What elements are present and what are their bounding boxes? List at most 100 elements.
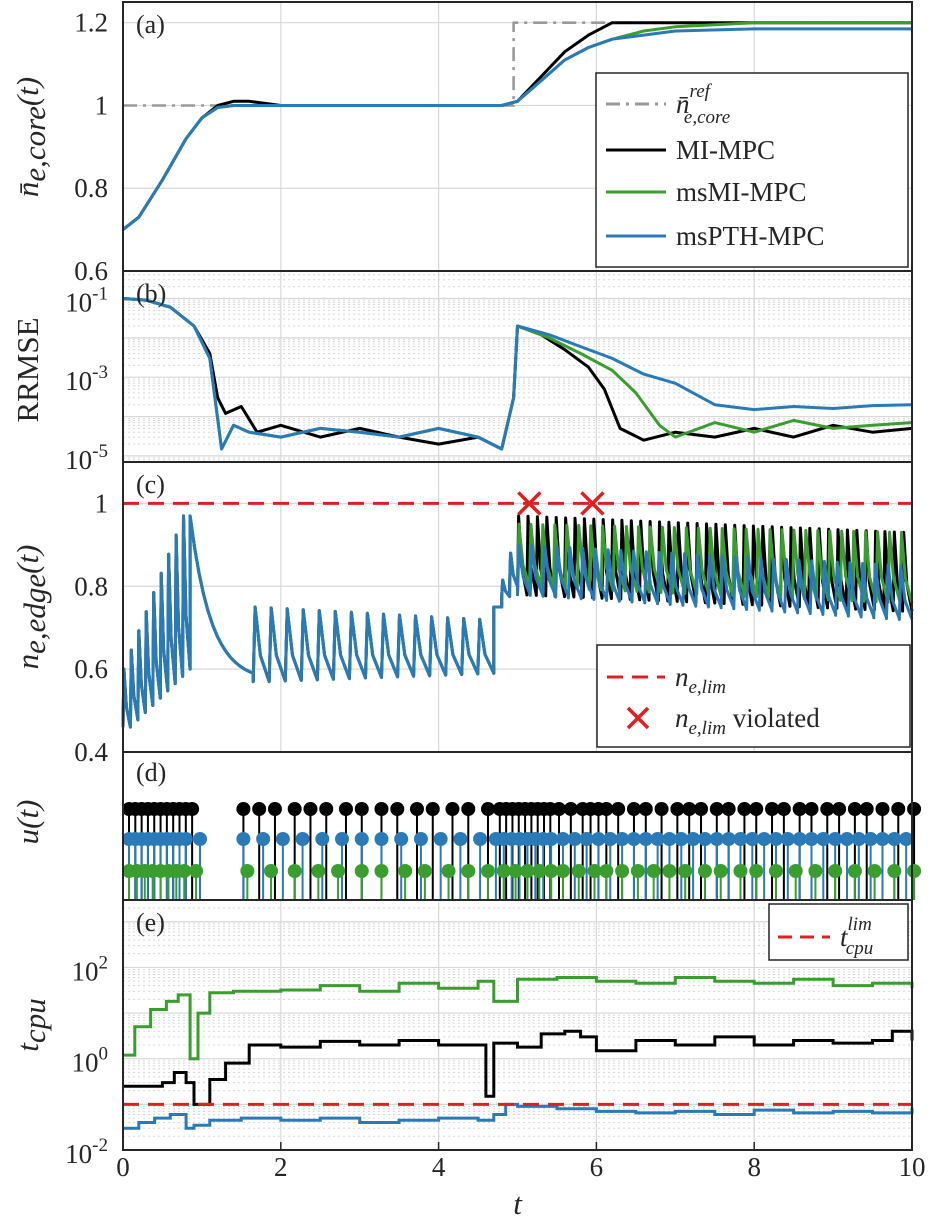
stem-marker-mspth-mpc-37 [615, 832, 630, 846]
legend-entry-cpu-limit-label: tlim cpu [840, 914, 873, 959]
stem-marker-msmi-mpc-9 [240, 864, 255, 878]
stem-marker-mspth-mpc-19 [394, 832, 409, 846]
stem-marker-mi-mpc-19 [374, 802, 389, 816]
stem-marker-msmi-mpc-32 [646, 864, 661, 878]
y-axis-label-c: ne,edge(t) [10, 545, 52, 670]
series-c-mspth-mpc [121, 514, 914, 729]
stem-marker-mspth-mpc-55 [828, 832, 843, 846]
panel-label-c: (c) [136, 470, 165, 499]
stem-marker-mspth-mpc-22 [453, 832, 468, 846]
stem-marker-mi-mpc-21 [409, 802, 424, 816]
stem-marker-msmi-mpc-40 [788, 864, 803, 878]
stem-marker-mi-mpc-48 [709, 802, 724, 816]
stem-marker-mspth-mpc-50 [768, 832, 783, 846]
legend-box-c [596, 644, 911, 748]
stem-marker-mi-mpc-60 [875, 802, 890, 816]
stem-marker-msmi-mpc-15 [374, 864, 389, 878]
stem-marker-mi-mpc-45 [670, 802, 685, 816]
stem-marker-mspth-mpc-13 [275, 832, 290, 846]
stem-marker-mspth-mpc-44 [697, 832, 712, 846]
stem-marker-mi-mpc-46 [682, 802, 697, 816]
stem-marker-msmi-mpc-16 [398, 864, 413, 878]
y-tick-label-a: 0.8 [74, 173, 108, 203]
x-tick-label: 0 [116, 1152, 130, 1182]
stem-marker-mi-mpc-24 [461, 802, 476, 816]
stem-marker-mspth-mpc-52 [792, 832, 807, 846]
stem-marker-mi-mpc-41 [611, 802, 626, 816]
stem-marker-mspth-mpc-17 [354, 832, 369, 846]
series-b-mspth-mpc [122, 297, 913, 451]
stem-marker-msmi-mpc-38 [749, 864, 764, 878]
stem-marker-msmi-mpc-39 [768, 864, 783, 878]
legend-entry-mspth-mpc-label: msPTH-MPC [676, 221, 825, 251]
stem-marker-mi-mpc-44 [654, 802, 669, 816]
x-tick-label: 10 [899, 1152, 926, 1182]
stem-marker-mspth-mpc-56 [839, 832, 854, 846]
y-axis-label-b: RRMSE [10, 317, 45, 422]
stem-marker-mi-mpc-49 [721, 802, 736, 816]
violation-marker-1 [517, 491, 542, 516]
stem-marker-mi-mpc-62 [907, 802, 922, 816]
stem-marker-msmi-mpc-43 [847, 864, 862, 878]
legend-entry-violated-label: ne,lim violated [675, 703, 820, 739]
stem-marker-mspth-mpc-20 [413, 832, 428, 846]
stem-marker-mspth-mpc-38 [626, 832, 641, 846]
y-tick-label-c: 1 [95, 488, 109, 518]
stem-marker-mspth-mpc-21 [433, 832, 448, 846]
stem-marker-mi-mpc-14 [287, 802, 302, 816]
stem-marker-mspth-mpc-16 [335, 832, 350, 846]
stem-marker-msmi-mpc-44 [867, 864, 882, 878]
stem-marker-mi-mpc-55 [804, 802, 819, 816]
stem-marker-mi-mpc-17 [338, 802, 353, 816]
stem-marker-msmi-mpc-10 [264, 864, 279, 878]
legend-c: ne,lim ne,lim violated [596, 644, 911, 748]
x-tick-label: 8 [747, 1152, 761, 1182]
panel-frame-e [122, 899, 913, 1151]
y-tick-label-e: 100 [72, 1044, 109, 1078]
stem-marker-mi-mpc-57 [832, 802, 847, 816]
stem-marker-mspth-mpc-48 [745, 832, 760, 846]
legend-entry-limit: ne,lim [607, 662, 726, 698]
stem-marker-mspth-mpc-10 [193, 832, 208, 846]
stem-marker-mi-mpc-56 [820, 802, 835, 816]
stem-marker-msmi-mpc-18 [441, 864, 456, 878]
stem-marker-mspth-mpc-57 [851, 832, 866, 846]
stem-marker-msmi-mpc-17 [417, 864, 432, 878]
stem-marker-msmi-mpc-14 [354, 864, 369, 878]
stem-marker-mi-mpc-54 [792, 802, 807, 816]
stem-marker-msmi-mpc-19 [461, 864, 476, 878]
stem-marker-msmi-mpc-7 [177, 864, 192, 878]
y-tick-label-a: 0.6 [74, 256, 108, 286]
series-a-mspth-mpc [122, 27, 912, 231]
stem-marker-msmi-mpc-8 [189, 864, 204, 878]
stem-marker-mi-mpc-50 [737, 802, 752, 816]
stem-marker-mspth-mpc-34 [579, 832, 594, 846]
stem-marker-msmi-mpc-28 [587, 864, 602, 878]
stem-marker-mspth-mpc-54 [816, 832, 831, 846]
legend-entry-reference-label: n̄ref e,core [676, 81, 730, 128]
legend-entry-mi-mpc: MI-MPC [606, 135, 775, 165]
legend-box-e [768, 903, 909, 961]
panel-frame-b [122, 270, 913, 463]
stem-marker-mi-mpc-16 [319, 802, 334, 816]
stem-marker-mspth-mpc-53 [804, 832, 819, 846]
panel-label-b: (b) [136, 279, 166, 308]
stem-marker-msmi-mpc-13 [331, 864, 346, 878]
stem-marker-mspth-mpc-15 [315, 832, 330, 846]
stem-marker-mspth-mpc-32 [555, 832, 570, 846]
y-tick-label-c: 0.6 [74, 654, 108, 684]
series-e-mspth-mpc [123, 1102, 914, 1130]
legend-entry-limit-label: ne,lim [675, 662, 726, 698]
y-tick-label-c: 0.4 [74, 737, 108, 767]
stem-marker-mspth-mpc-14 [295, 832, 310, 846]
stem-marker-mspth-mpc-51 [780, 832, 795, 846]
stem-marker-mspth-mpc-58 [863, 832, 878, 846]
legend-entry-mspth-mpc: msPTH-MPC [606, 221, 825, 251]
stem-marker-mspth-mpc-49 [757, 832, 772, 846]
x-tick-label: 2 [274, 1152, 288, 1182]
x-axis-label: t [513, 1186, 523, 1221]
stem-marker-msmi-mpc-33 [662, 864, 677, 878]
stem-marker-mi-mpc-23 [445, 802, 460, 816]
series-b-msmi-mpc [122, 297, 913, 451]
legend-e: tlim cpu [768, 903, 909, 961]
